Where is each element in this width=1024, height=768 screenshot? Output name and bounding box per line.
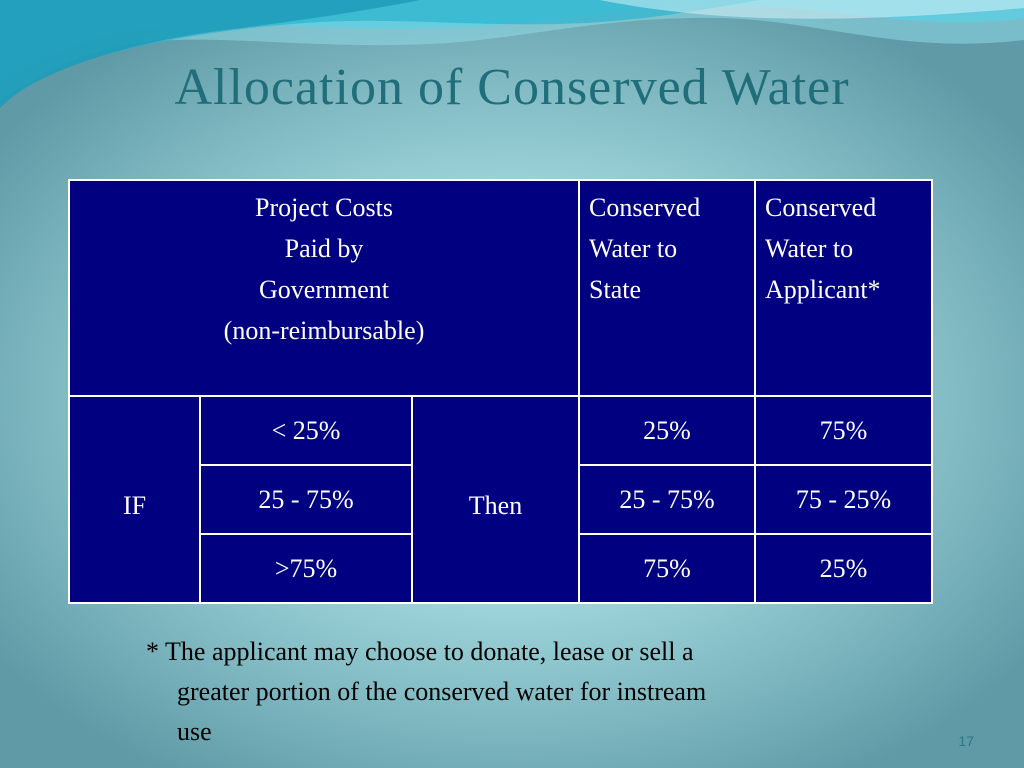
state-share-cell: 25% — [578, 395, 757, 466]
table-row: IF < 25% Then 25% 75% — [68, 395, 934, 604]
footnote-line: * The applicant may choose to donate, le… — [146, 637, 694, 666]
cost-cell: < 25% — [199, 395, 413, 466]
allocation-table: Project Costs Paid by Government (non-re… — [67, 179, 934, 604]
applicant-share-cell: 75% — [754, 395, 934, 466]
state-share-cell: 25 - 75% — [578, 464, 757, 535]
table-row: >75% 75% 25% — [69, 533, 934, 604]
then-label: Then — [410, 395, 581, 604]
table-row: 25 - 75% 25 - 75% 75 - 25% — [69, 464, 934, 535]
decorative-wave-header — [0, 0, 1024, 108]
page-number: 17 — [958, 733, 974, 749]
header-conserved-water-to-state: Conserved Water to State — [578, 179, 757, 397]
cost-cell: 25 - 75% — [199, 464, 413, 535]
if-label: IF — [68, 395, 201, 604]
cost-cell: >75% — [199, 533, 413, 604]
footnote-line: use — [177, 717, 212, 746]
state-share-cell: 75% — [578, 533, 757, 604]
applicant-share-cell: 75 - 25% — [754, 464, 934, 535]
header-conserved-water-to-applicant: Conserved Water to Applicant* — [754, 179, 934, 397]
header-project-costs: Project Costs Paid by Government (non-re… — [67, 179, 581, 397]
footnote: * The applicant may choose to donate, le… — [146, 632, 906, 752]
footnote-line: greater portion of the conserved water f… — [177, 677, 707, 706]
applicant-share-cell: 25% — [754, 533, 934, 604]
slide-title: Allocation of Conserved Water — [174, 59, 850, 116]
